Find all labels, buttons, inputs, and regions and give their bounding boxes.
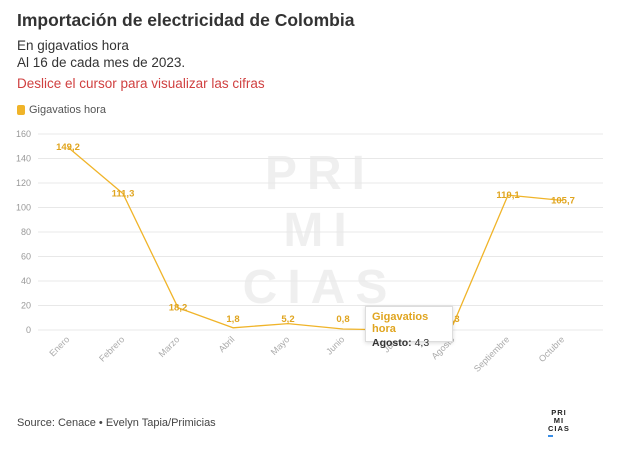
- x-tick-label: Marzo: [157, 334, 182, 359]
- tooltip-month: Agosto:: [372, 337, 412, 349]
- tooltip-title: Gigavatios hora: [372, 311, 429, 335]
- source-credit: Source: Cenace • Evelyn Tapia/Primicias: [17, 417, 216, 429]
- legend-swatch: [17, 105, 25, 115]
- chart-title: Importación de electricidad de Colombia: [17, 10, 355, 30]
- logo-line: CIAS: [548, 424, 570, 433]
- watermark-line: MI: [283, 204, 357, 257]
- legend[interactable]: Gigavatios hora: [17, 104, 106, 116]
- legend-label: Gigavatios hora: [29, 104, 107, 116]
- data-label: 149,2: [56, 142, 80, 153]
- x-tick-label: Febrero: [97, 334, 126, 363]
- data-label: 105,7: [551, 196, 575, 207]
- data-label: 1,8: [226, 314, 239, 325]
- logo-line: PRI: [551, 408, 567, 417]
- data-label: 4,3: [446, 314, 459, 325]
- data-label: 110,1: [496, 190, 520, 201]
- tooltip-value: 4,3: [414, 337, 430, 349]
- tooltip-body: Agosto: 4,3: [372, 337, 446, 349]
- x-tick-label: Octubre: [537, 334, 567, 364]
- data-label: 111,3: [112, 189, 135, 200]
- primicias-logo[interactable]: PRI MI CIAS: [548, 409, 570, 437]
- series-line: [67, 146, 564, 331]
- logo-line: MI: [553, 416, 565, 425]
- y-tick-label: 120: [16, 178, 31, 188]
- y-tick-label: 60: [21, 252, 31, 262]
- y-tick-label: 140: [16, 154, 31, 164]
- x-tick-label: Mayo: [269, 334, 292, 357]
- x-tick-label: Abril: [217, 334, 237, 354]
- y-tick-label: 0: [26, 325, 31, 335]
- chart-subtitle-units: En gigavatios hora: [17, 38, 129, 53]
- logo-accent-bar: [548, 435, 553, 437]
- x-tick-label: Junio: [324, 334, 346, 356]
- watermark-line: PRI: [264, 147, 375, 200]
- x-tick-label: Enero: [47, 334, 71, 358]
- y-tick-label: 20: [21, 301, 31, 311]
- cursor-hint: Deslice el cursor para visualizar las ci…: [17, 76, 265, 91]
- data-label: 18,2: [169, 303, 188, 314]
- chart-subtitle-date: Al 16 de cada mes de 2023.: [17, 55, 186, 70]
- data-label: 5,2: [281, 314, 294, 325]
- y-tick-label: 40: [21, 276, 31, 286]
- y-tick-label: 80: [21, 227, 31, 237]
- tooltip: Gigavatios hora Agosto: 4,3: [365, 306, 453, 349]
- data-label: 0,8: [336, 314, 349, 325]
- y-tick-label: 100: [16, 203, 31, 213]
- y-tick-label: 160: [16, 129, 31, 139]
- x-tick-label: Septiembre: [472, 334, 512, 374]
